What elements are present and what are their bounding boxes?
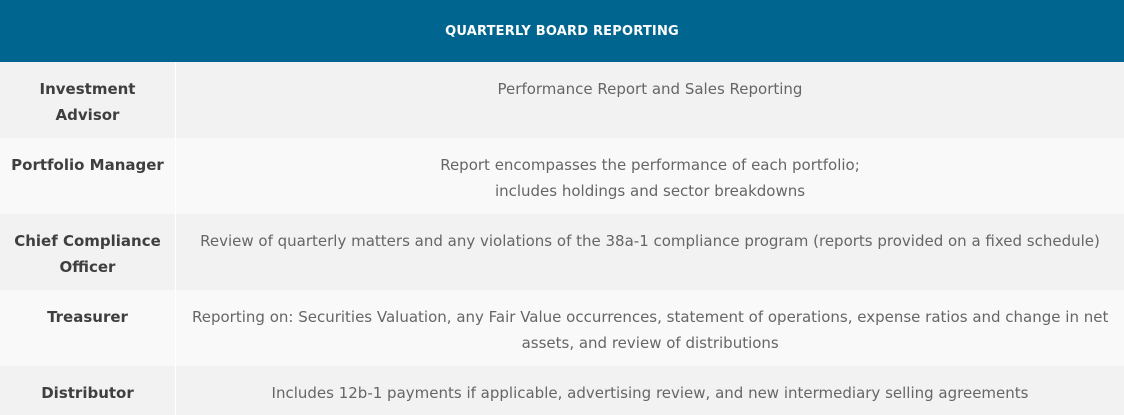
- description-cell: Review of quarterly matters and any viol…: [176, 214, 1124, 290]
- table-row-portfolio-manager: Portfolio Manager Report encompasses the…: [0, 138, 1124, 214]
- role-label-line: Investment: [39, 80, 136, 98]
- role-cell: Treasurer: [0, 290, 176, 366]
- table-row-distributor: Distributor Includes 12b-1 payments if a…: [0, 366, 1124, 415]
- description-cell: Performance Report and Sales Reporting: [176, 62, 1124, 138]
- table-header: QUARTERLY BOARD REPORTING: [0, 0, 1124, 62]
- description-cell: Reporting on: Securities Valuation, any …: [176, 290, 1124, 366]
- role-label-line: Advisor: [55, 106, 120, 124]
- table-title: QUARTERLY BOARD REPORTING: [445, 23, 679, 39]
- description-line: Includes 12b-1 payments if applicable, a…: [271, 384, 1029, 402]
- table-row-treasurer: Treasurer Reporting on: Securities Valua…: [0, 290, 1124, 366]
- role-label-line: Chief Compliance: [14, 232, 161, 250]
- table-row-investment-advisor: Investment Advisor Performance Report an…: [0, 62, 1124, 138]
- description-cell: Includes 12b-1 payments if applicable, a…: [176, 366, 1124, 415]
- role-cell: Investment Advisor: [0, 62, 176, 138]
- description-line: Report encompasses the performance of ea…: [440, 156, 860, 174]
- description-cell: Report encompasses the performance of ea…: [176, 138, 1124, 214]
- description-line: includes holdings and sector breakdowns: [494, 182, 806, 200]
- role-cell: Portfolio Manager: [0, 138, 176, 214]
- table-row-chief-compliance-officer: Chief Compliance Officer Review of quart…: [0, 214, 1124, 290]
- role-cell: Chief Compliance Officer: [0, 214, 176, 290]
- role-label-line: Officer: [59, 258, 116, 276]
- description-line: assets, and review of distributions: [521, 334, 779, 352]
- description-line: Review of quarterly matters and any viol…: [200, 232, 1100, 250]
- role-label-line: Distributor: [41, 384, 134, 402]
- role-cell: Distributor: [0, 366, 176, 415]
- role-label-line: Portfolio Manager: [11, 156, 164, 174]
- description-line: Performance Report and Sales Reporting: [497, 80, 803, 98]
- description-line: Reporting on: Securities Valuation, any …: [192, 308, 1109, 326]
- role-label-line: Treasurer: [47, 308, 128, 326]
